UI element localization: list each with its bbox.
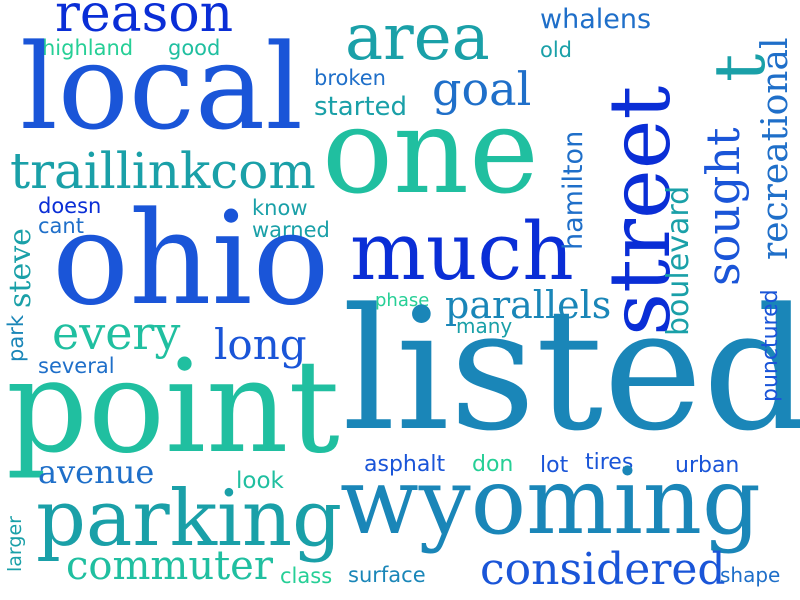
- word-old: old: [540, 38, 573, 62]
- word-steve: steve: [3, 228, 38, 308]
- word-asphalt: asphalt: [364, 452, 446, 477]
- word-reason: reason: [55, 0, 234, 44]
- word-phase: phase: [375, 290, 430, 311]
- word-wyoming: wyoming: [340, 448, 761, 555]
- word-doesn: doesn: [38, 194, 102, 218]
- word-listed: listed: [342, 272, 800, 468]
- word-parallels: parallels: [445, 283, 612, 327]
- word-warned: warned: [252, 218, 330, 242]
- word-tires: tires: [585, 450, 634, 475]
- word-cant: cant: [38, 214, 84, 238]
- word-larger: larger: [4, 516, 26, 572]
- word-avenue: avenue: [38, 453, 155, 491]
- word-several: several: [38, 354, 115, 378]
- word-know: know: [252, 196, 308, 220]
- word-parking: parking: [36, 474, 343, 564]
- word-many: many: [456, 314, 513, 338]
- word-considered: considered: [480, 544, 726, 595]
- word-whalens: whalens: [540, 4, 652, 35]
- word-class: class: [280, 564, 333, 588]
- word-sought: sought: [696, 127, 750, 286]
- word-broken: broken: [314, 66, 386, 90]
- word-highland: highland: [42, 36, 134, 60]
- word-started: started: [314, 92, 408, 122]
- word-local: local: [20, 18, 303, 156]
- word-traillinkcom: traillinkcom: [10, 142, 316, 200]
- word-lot: lot: [540, 453, 569, 478]
- word-one: one: [322, 82, 539, 220]
- word-much: much: [350, 205, 574, 298]
- word-long: long: [214, 320, 307, 369]
- word-shape: shape: [720, 563, 781, 587]
- word-boulevard: boulevard: [661, 185, 696, 336]
- word-good: good: [168, 36, 221, 60]
- word-point: point: [6, 333, 340, 482]
- word-surface: surface: [348, 563, 426, 587]
- word-urban: urban: [675, 453, 740, 478]
- word-area: area: [345, 1, 490, 75]
- word-ohio: ohio: [52, 185, 330, 334]
- word-hamilton: hamilton: [558, 130, 589, 250]
- word-park: park: [4, 315, 28, 362]
- word-look: look: [236, 468, 284, 494]
- word-punctured: punctured: [758, 289, 783, 402]
- word-every: every: [52, 306, 181, 360]
- word-recreational: recreational: [755, 37, 796, 260]
- word-don: don: [472, 452, 514, 477]
- word-goal: goal: [432, 62, 532, 116]
- word-commuter: commuter: [66, 543, 273, 589]
